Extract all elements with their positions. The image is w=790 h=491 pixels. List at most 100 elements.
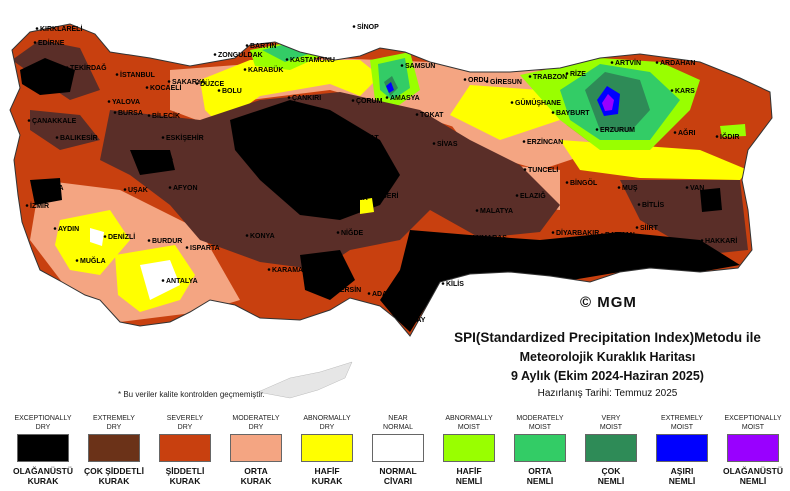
legend-item: EXTREMELY DRY ÇOK ŞİDDETLİ KURAK [75,414,153,486]
city-label: ELAZIĞ [520,191,546,200]
city-label: DİYARBAKIR [556,229,599,237]
map-title-period: 9 Aylık (Ekim 2024-Haziran 2025) [511,369,704,383]
city-dot [617,186,621,189]
city-dot [673,131,677,134]
legend-turkish-line2: KURAK [311,476,343,486]
city-label: BATMAN [605,232,635,239]
map-title-main: Meteorolojik Kuraklık Haritası [519,350,696,364]
legend-item: SEVERELY DRY ŞİDDETLİ KURAK [146,414,224,486]
city-label: SİVAS [437,140,458,148]
city-label: BİNGÖL [570,178,598,187]
city-dot [635,226,639,229]
legend-turkish-line2: CİVARI [383,476,413,486]
city-label: ZONGULDAK [218,52,263,59]
legend-english-label: MODERATELY MOIST [501,414,579,434]
legend-turkish-line1: ÇOK ŞİDDETLİ [84,466,144,476]
legend-turkish-line2: NEMLİ [739,476,767,486]
mgm-watermark: © MGM [580,294,637,311]
city-label: RİZE [570,70,586,78]
legend-turkish-line1: NORMAL [379,466,417,476]
city-dot [475,209,479,212]
city-dot [145,86,149,89]
legend-english-line1: ABNORMALLY [445,415,493,422]
legend-english-label: EXTREMELY DRY [75,414,153,434]
legend-english-line2: DRY [319,424,335,431]
legend-item: ABNORMALLY MOIST HAFİF NEMLİ [430,414,508,486]
legend-english-line2: MOIST [741,424,765,431]
city-label: YOZGAT [350,135,379,142]
legend-turkish-line1: ORTA [528,466,552,476]
city-label: ÇANKIRI [292,95,321,102]
city-label: ANTALYA [166,278,198,285]
city-dot [415,113,419,116]
city-label: ADIYAMAN [485,240,522,247]
city-label: KIRKLARELİ [40,25,82,33]
quality-note: * Bu veriler kalite kontrolden geçmemişt… [118,390,265,399]
city-dot [25,204,29,207]
city-label: AMASYA [390,95,420,102]
legend-english-line1: EXTREMELY [661,415,703,422]
city-dot [285,58,289,61]
city-dot [287,96,291,99]
city-dot [670,89,674,92]
city-label: MUĞLA [80,256,106,265]
city-dot [525,260,529,263]
city-label: KASTAMONU [290,57,335,64]
legend-turkish-line1: OLAĞANÜSTÜ [13,466,73,476]
city-dot [352,25,356,28]
city-dot [610,61,614,64]
city-dot [595,128,599,131]
legend-english-line1: SEVERELY [166,415,204,422]
legend-english-line1: VERY [601,415,621,422]
city-dot [655,61,659,64]
legend-item: EXCEPTIONALLY MOIST OLAĞANÜSTÜ NEMLİ [714,414,790,486]
city-dot [345,136,349,139]
city-label: KARAMAN [272,267,308,274]
city-label: ANKARA [248,125,278,132]
city-label: TOKAT [420,112,444,119]
legend-swatch [656,434,708,462]
legend-english-label: VERY MOIST [572,414,650,434]
city-dot [217,89,221,92]
city-dot [367,292,371,295]
city-label: BOLU [222,88,242,95]
legend-english-line2: MOIST [528,424,552,431]
city-dot [551,111,555,114]
city-dot [351,99,355,102]
legend-turkish-line2: KURAK [169,476,201,486]
legend-turkish-label: HAFİF NEMLİ [430,466,508,486]
legend-turkish-line1: OLAĞANÜSTÜ [723,466,783,476]
city-label: EDİRNE [38,39,65,47]
city-label: AĞRI [678,128,696,137]
city-dot [107,100,111,103]
map-title-block: SPI(Standardized Precipitation Index)Met… [430,330,785,399]
legend-english-line1: EXCEPTIONALLY [14,415,72,422]
city-dot [605,262,609,265]
city-dot [441,282,445,285]
city-label: ŞIRNAK [660,250,687,257]
city-dot [523,168,527,171]
legend-turkish-label: ORTA NEMLİ [501,466,579,486]
legend-english-line2: DRY [177,424,193,431]
legend-turkish-line2: NEMLİ [526,476,554,486]
legend-item: NEAR NORMAL NORMAL CİVARI [359,414,437,486]
city-label: İSTANBUL [120,71,156,79]
city-dot [485,80,489,83]
legend-turkish-label: ŞİDDETLİ KURAK [146,466,224,486]
city-dot [161,136,165,139]
legend-english-label: NEAR NORMAL [359,414,437,434]
legend-english-line1: ABNORMALLY [303,415,351,422]
legend-english-line1: MODERATELY [232,415,280,422]
city-dot [75,259,79,262]
city-label: MUŞ [622,185,638,192]
legend-english-label: EXCEPTIONALLY MOIST [714,414,790,434]
legend-english-line1: NEAR [388,415,408,422]
legend-item: VERY MOIST ÇOK NEMLİ [572,414,650,486]
city-label: ORDU [468,77,489,84]
city-label: KARS [675,88,695,95]
city-label: UŞAK [128,187,148,194]
city-dot [565,181,569,184]
city-dot [195,82,199,85]
legend-turkish-line2: NEMLİ [597,476,625,486]
city-dot [325,176,329,179]
